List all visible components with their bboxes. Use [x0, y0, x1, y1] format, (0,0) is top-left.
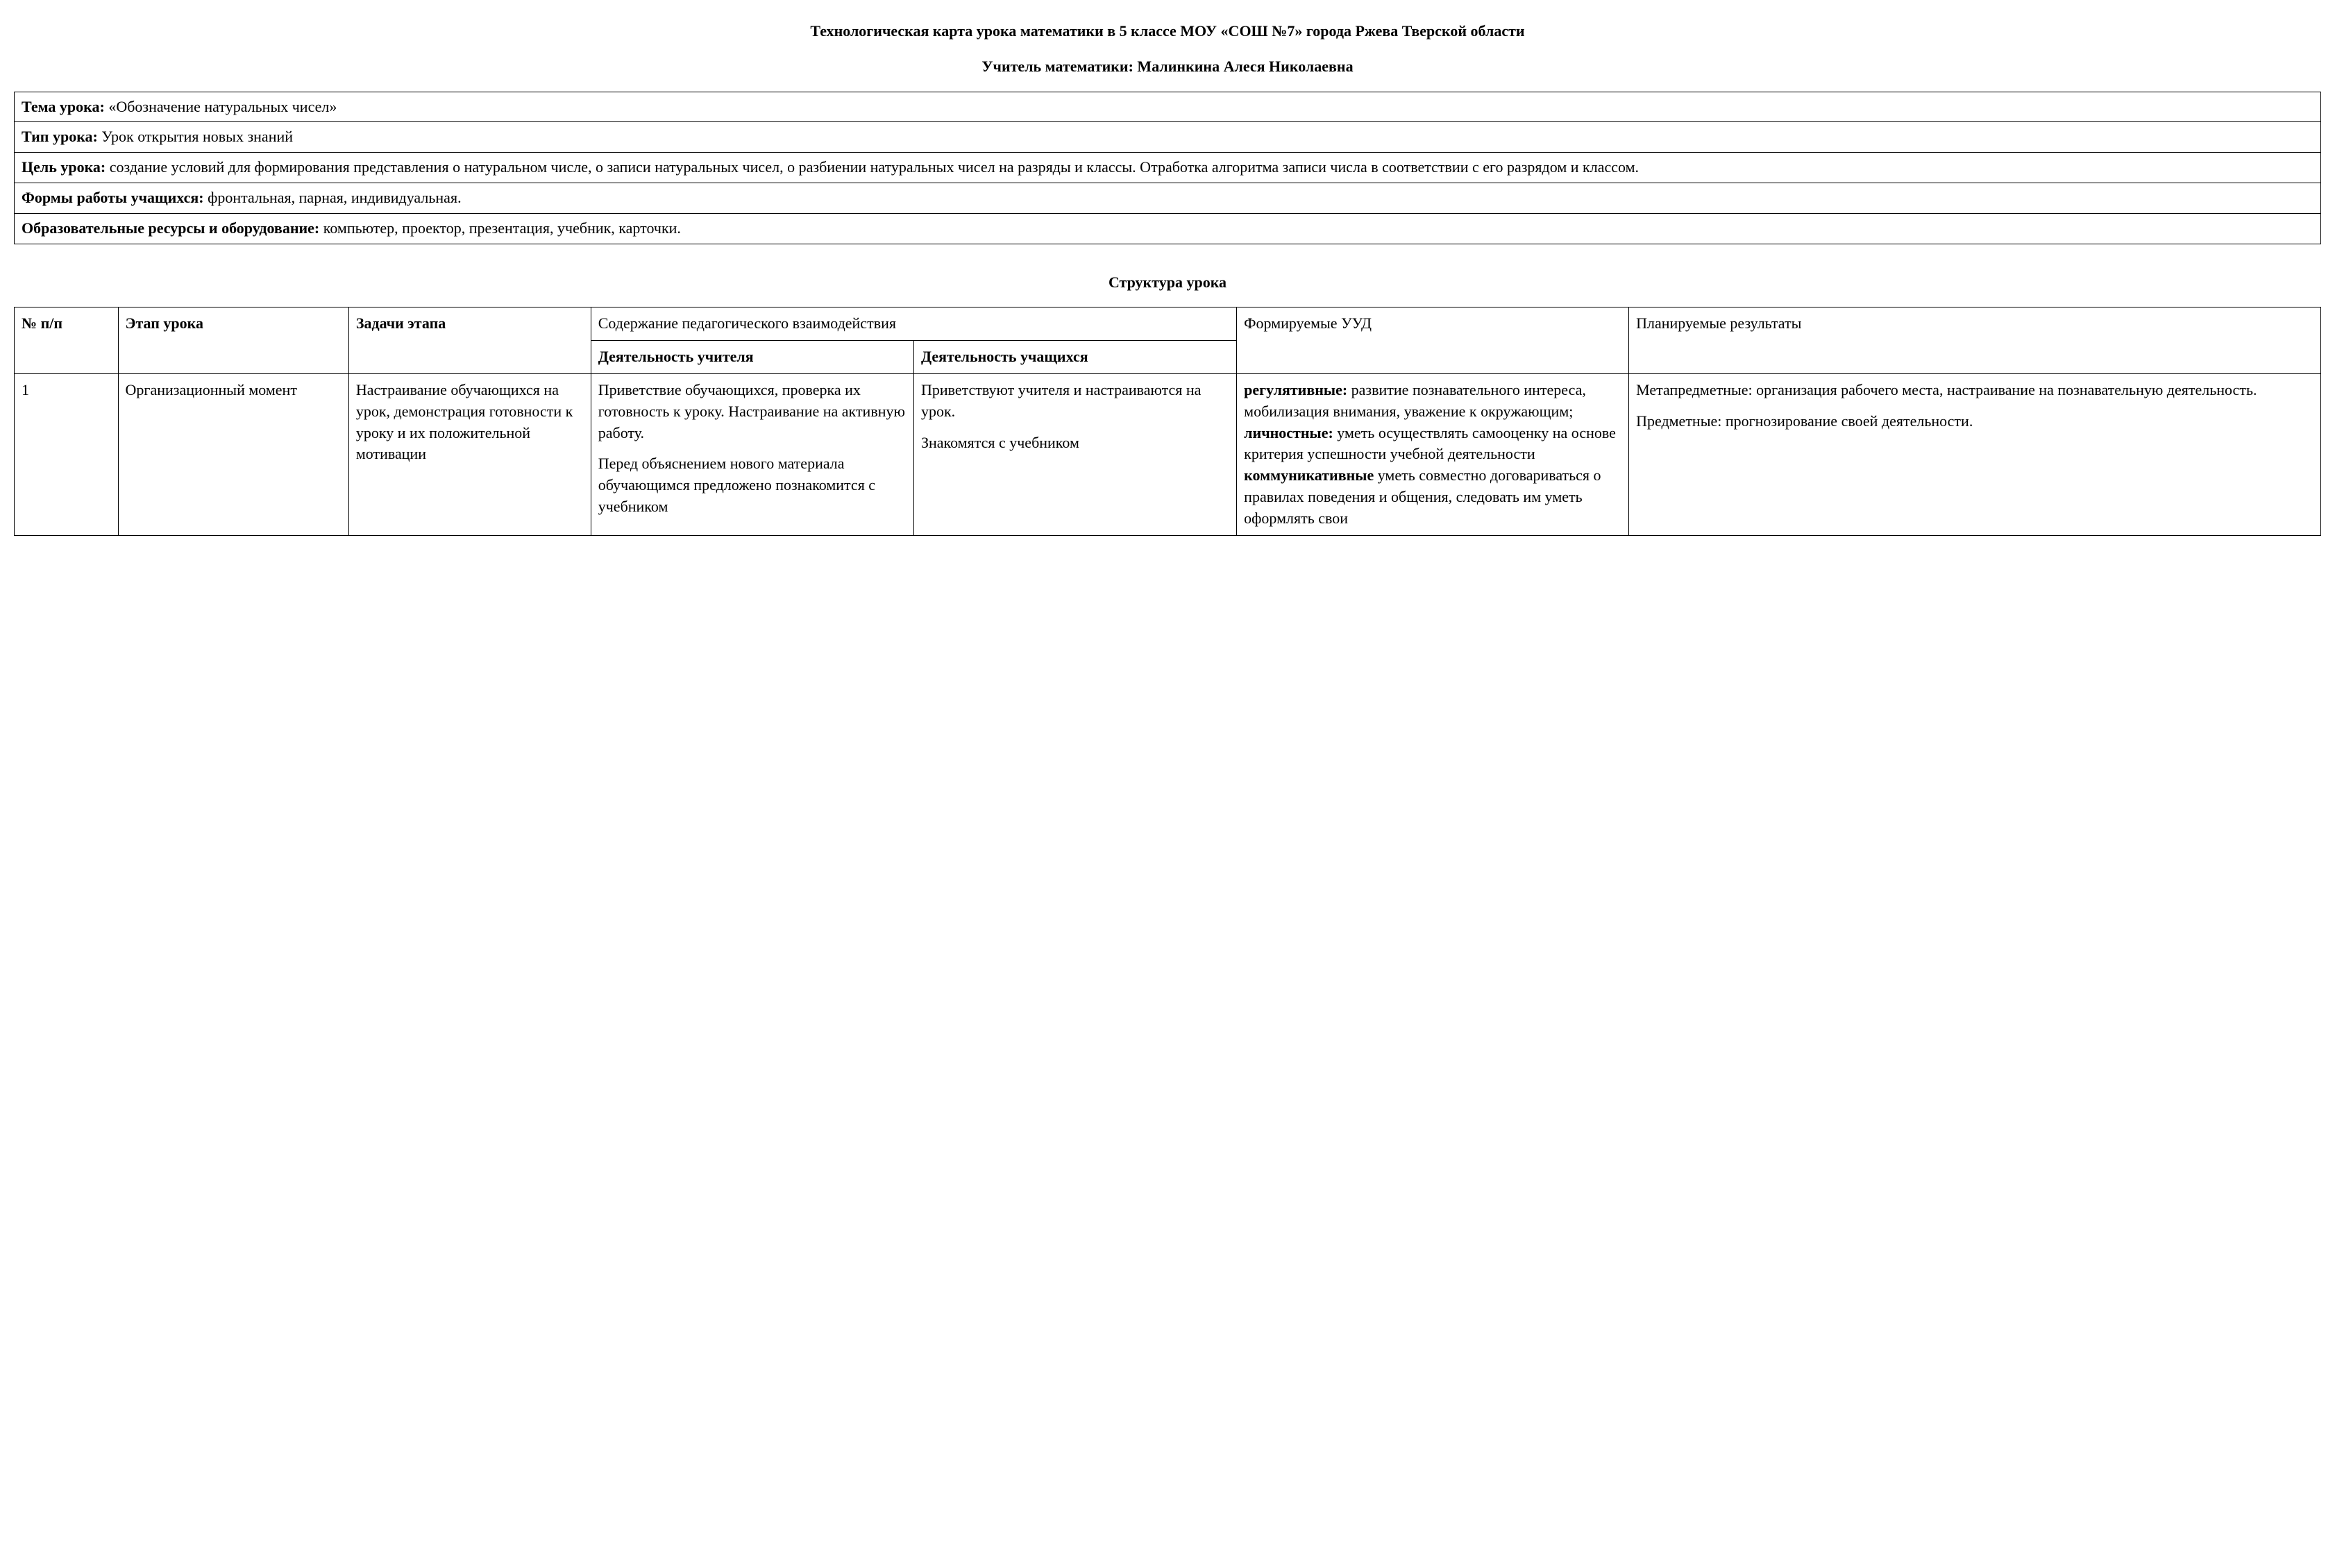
teacher-p1: Приветствие обучающихся, проверка их гот…: [598, 380, 907, 444]
info-row-type: Тип урока: Урок открытия новых знаний: [15, 122, 2321, 153]
header-teacher: Деятельность учителя: [591, 341, 913, 374]
cell-uud: регулятивные: развитие познавательного и…: [1237, 373, 1629, 535]
cell-stage: Организационный момент: [118, 373, 348, 535]
header-students: Деятельность учащихся: [913, 341, 1236, 374]
students-p1: Приветствуют учителя и настраиваются на …: [921, 380, 1229, 423]
cell-tasks: Настраивание обучающихся на урок, демонс…: [348, 373, 591, 535]
goal-value: создание условий для формирования предст…: [110, 158, 1639, 176]
resources-label: Образовательные ресурсы и оборудование:: [22, 219, 323, 237]
header-interaction: Содержание педагогического взаимодействи…: [591, 307, 1236, 341]
sub-title: Учитель математики: Малинкина Алеся Нико…: [14, 56, 2321, 78]
header-stage: Этап урока: [118, 307, 348, 374]
info-row-forms: Формы работы учащихся: фронтальная, парн…: [15, 183, 2321, 213]
header-uud: Формируемые УУД: [1237, 307, 1629, 374]
results-p2: Предметные: прогнозирование своей деятел…: [1636, 411, 2313, 432]
forms-label: Формы работы учащихся:: [22, 189, 208, 206]
resources-value: компьютер, проектор, презентация, учебни…: [323, 219, 681, 237]
info-row-topic: Тема урока: «Обозначение натуральных чис…: [15, 92, 2321, 122]
goal-label: Цель урока:: [22, 158, 110, 176]
section-title: Структура урока: [14, 272, 2321, 294]
results-p1: Метапредметные: организация рабочего мес…: [1636, 380, 2313, 401]
teacher-p2: Перед объяснением нового материала обуча…: [598, 453, 907, 517]
cell-students: Приветствуют учителя и настраиваются на …: [913, 373, 1236, 535]
topic-value: «Обозначение натуральных чисел»: [108, 98, 337, 115]
uud-reg-label: регулятивные:: [1244, 381, 1347, 398]
structure-table: № п/п Этап урока Задачи этапа Содержание…: [14, 307, 2321, 535]
type-value: Урок открытия новых знаний: [101, 128, 293, 145]
uud-pers-label: личностные:: [1244, 424, 1333, 441]
topic-label: Тема урока:: [22, 98, 108, 115]
cell-num: 1: [15, 373, 119, 535]
main-title: Технологическая карта урока математики в…: [14, 21, 2321, 42]
info-row-resources: Образовательные ресурсы и оборудование: …: [15, 213, 2321, 244]
info-row-goal: Цель урока: создание условий для формиро…: [15, 153, 2321, 183]
header-results: Планируемые результаты: [1629, 307, 2321, 374]
header-row-1: № п/п Этап урока Задачи этапа Содержание…: [15, 307, 2321, 341]
header-num: № п/п: [15, 307, 119, 374]
forms-value: фронтальная, парная, индивидуальная.: [208, 189, 461, 206]
cell-teacher: Приветствие обучающихся, проверка их гот…: [591, 373, 913, 535]
cell-results: Метапредметные: организация рабочего мес…: [1629, 373, 2321, 535]
type-label: Тип урока:: [22, 128, 101, 145]
header-tasks: Задачи этапа: [348, 307, 591, 374]
students-p2: Знакомятся с учебником: [921, 432, 1229, 454]
uud-comm-label: коммуникативные: [1244, 466, 1374, 484]
info-table: Тема урока: «Обозначение натуральных чис…: [14, 92, 2321, 244]
table-row: 1 Организационный момент Настраивание об…: [15, 373, 2321, 535]
